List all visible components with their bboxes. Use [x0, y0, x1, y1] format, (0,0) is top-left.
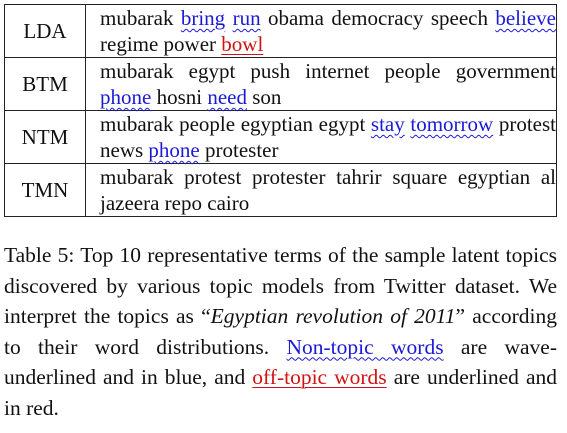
topic-terms-cell: mubarak egypt push internet people gover… [85, 57, 556, 111]
model-name-cell: TMN [5, 163, 86, 216]
caption-middle2: are wave-underlined and in blue, and [4, 334, 557, 390]
table-row: BTM mubarak egypt push internet people go… [5, 57, 556, 111]
topic-terms-cell: mubarak bring run obama democracy speech… [85, 5, 556, 58]
topic-term-text: regime power [100, 32, 222, 56]
topic-terms-table: LDA mubarak bring run obama democracy spe… [5, 5, 556, 216]
topic-terms-cell: mubarak people egyptian egypt stay tomor… [85, 110, 557, 164]
non-topic-word: tomorrow [410, 112, 494, 136]
topic-term-text: mubarak [100, 6, 181, 30]
table-row: NTM mubarak people egyptian egypt stay to… [5, 110, 557, 164]
non-topic-word: phone [100, 85, 152, 109]
caption-middle: ” according to their word distribu­tions… [4, 304, 558, 359]
table-body: LDA mubarak bring run obama democracy spe… [5, 5, 556, 216]
caption-suffix: are underlined and in red. [4, 365, 557, 420]
model-name-cell: BTM [5, 57, 86, 111]
table-caption: Table 5: Top 10 representative terms of … [4, 240, 557, 423]
off-topic-word: bowl [221, 32, 264, 56]
topic-term-text: obama democracy speech [260, 6, 496, 30]
topic-term-text: mubarak people egyptian egypt [100, 112, 371, 136]
caption-offtopic-label: off-topic words [252, 365, 387, 389]
non-topic-word: phone [148, 138, 200, 162]
topic-term-text: mubarak egypt push internet people gover… [100, 59, 556, 83]
topic-table: LDA mubarak bring run obama democracy spe… [4, 4, 557, 217]
non-topic-word: need [207, 85, 247, 109]
caption-nontopic-label: Non-topic words [286, 334, 444, 359]
topic-term-text: mubarak protest protester tahrir square … [100, 165, 556, 215]
caption-prefix: Table 5: Top 10 representative terms of … [4, 243, 557, 328]
table-row: TMN mubarak protest protester tahrir squa… [5, 163, 556, 217]
topic-term-text: protest news [100, 112, 557, 162]
table-row: LDA mubarak bring run obama democracy spe… [5, 5, 556, 58]
topic-term-text: protester [199, 138, 279, 162]
non-topic-word: run [232, 6, 261, 30]
model-name-cell: NTM [5, 110, 86, 164]
non-topic-word: believe [495, 6, 556, 30]
non-topic-word: bring [180, 6, 226, 30]
topic-terms-cell: mubarak protest protester tahrir square … [86, 164, 556, 217]
non-topic-word: stay [370, 112, 405, 136]
topic-term-text [225, 6, 232, 30]
topic-term-text: hosni [151, 85, 208, 109]
caption-italic-topic: Egyptian revolution of 2011 [210, 304, 456, 328]
topic-term-text: son [247, 85, 282, 109]
model-name-cell: LDA [5, 5, 86, 58]
